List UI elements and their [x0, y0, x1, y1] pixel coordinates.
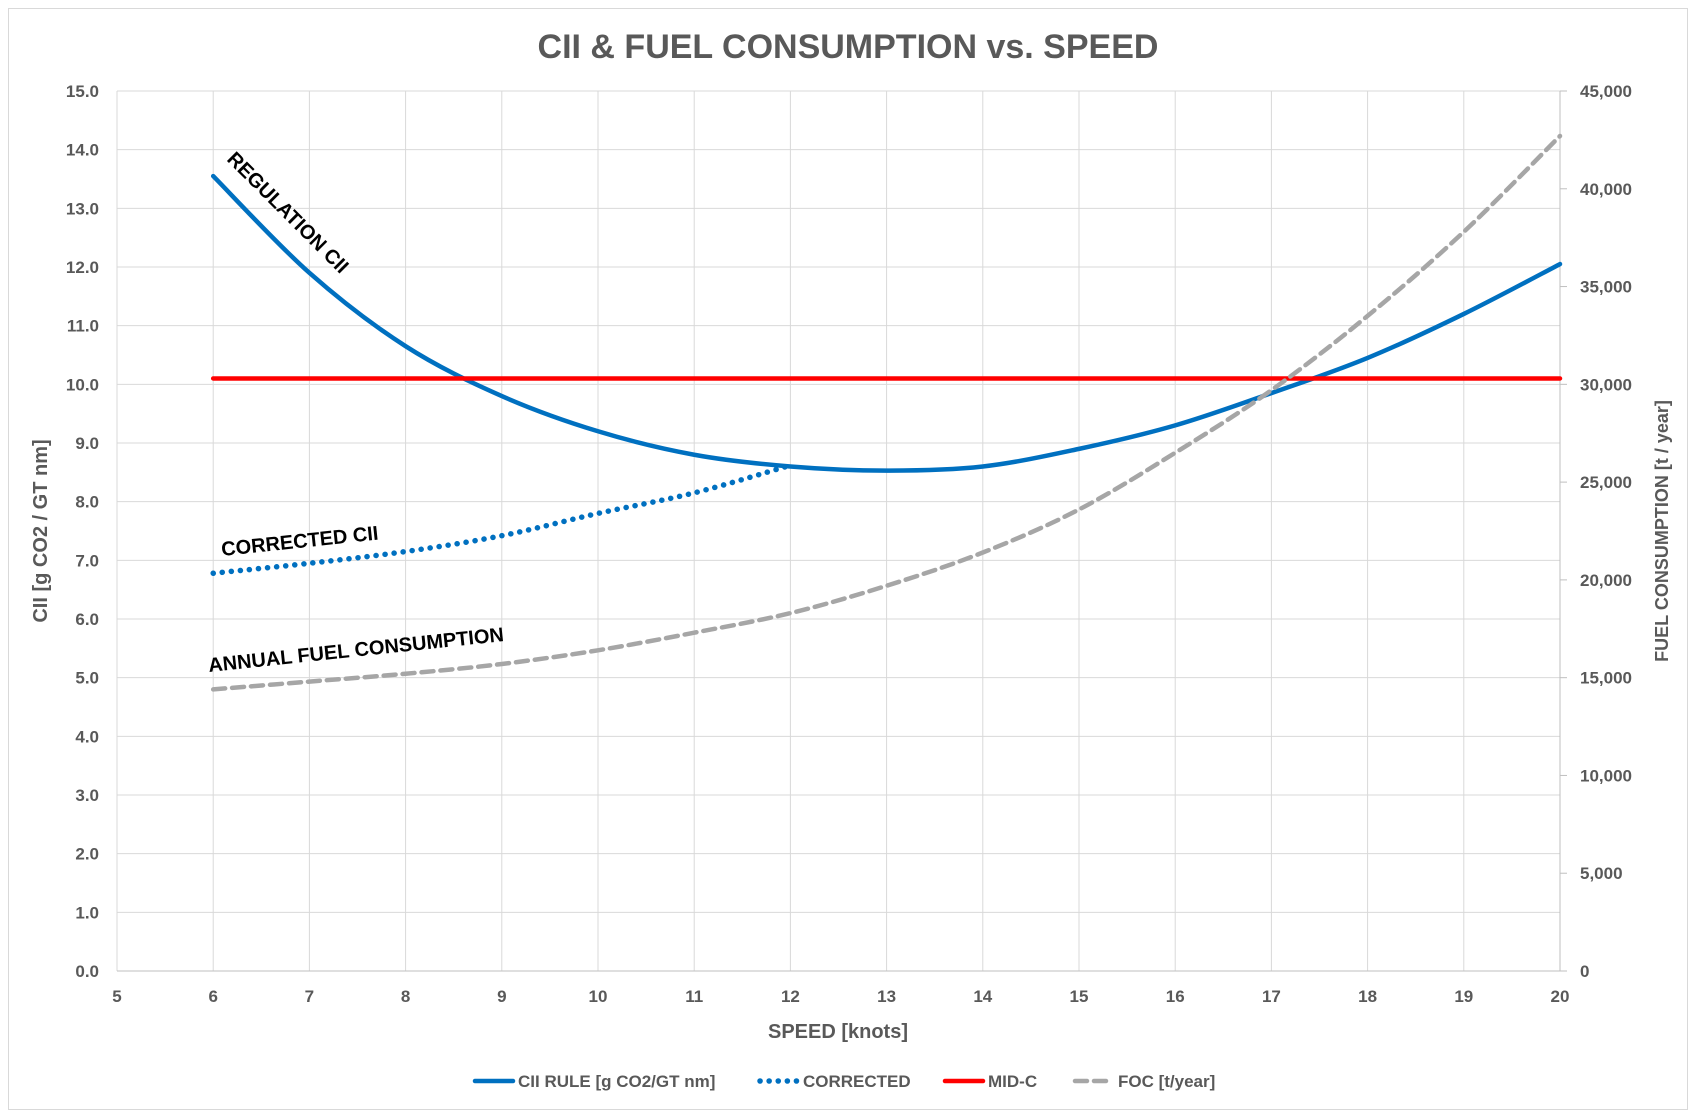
legend-label: CORRECTED — [803, 1072, 911, 1091]
y2-tick-label: 0 — [1580, 962, 1589, 981]
y2-tick-label: 10,000 — [1580, 766, 1632, 785]
x-tick-label: 20 — [1551, 987, 1570, 1006]
y-tick-label: 4.0 — [75, 727, 99, 746]
x-tick-label: 11 — [685, 987, 703, 1006]
x-tick-label: 7 — [305, 987, 314, 1006]
y-tick-label: 0.0 — [75, 962, 99, 981]
y-tick-label: 13.0 — [66, 199, 99, 218]
y2-tick-label: 40,000 — [1580, 180, 1632, 199]
y2-axis-label: FUEL CONSUMPTION [t / year] — [1652, 400, 1672, 662]
y-tick-label: 9.0 — [75, 434, 99, 453]
y-tick-label: 7.0 — [75, 551, 99, 570]
y2-tick-label: 45,000 — [1580, 82, 1632, 101]
y-tick-label: 8.0 — [75, 493, 99, 512]
x-tick-label: 13 — [877, 987, 896, 1006]
chart-title: CII & FUEL CONSUMPTION vs. SPEED — [538, 28, 1159, 66]
y-tick-label: 1.0 — [75, 903, 99, 922]
annotation-regulation-cii: REGULATION CII — [222, 148, 352, 278]
x-tick-label: 18 — [1358, 987, 1377, 1006]
x-tick-label: 9 — [497, 987, 506, 1006]
chart-area — [8, 8, 1688, 1110]
y2-tick-label: 20,000 — [1580, 571, 1632, 590]
legend: CII RULE [g CO2/GT nm] CORRECTED MID-C FOC … — [472, 1072, 1215, 1091]
y2-tick-label: 15,000 — [1580, 669, 1632, 688]
y2-tick-label: 35,000 — [1580, 278, 1632, 297]
y-tick-label: 2.0 — [75, 845, 99, 864]
x-tick-label: 14 — [973, 987, 992, 1006]
x-tick-label: 15 — [1070, 987, 1089, 1006]
x-tick-label: 8 — [401, 987, 410, 1006]
y-tick-label: 12.0 — [66, 258, 99, 277]
legend-label: FOC [t/year] — [1118, 1072, 1215, 1091]
y2-tick-label: 30,000 — [1580, 375, 1632, 394]
y2-tick-label: 5,000 — [1580, 864, 1623, 883]
x-tick-label: 10 — [589, 987, 608, 1006]
x-tick-label: 12 — [781, 987, 800, 1006]
x-axis-label: SPEED [knots] — [768, 1021, 908, 1043]
series-corrected-line — [210, 462, 794, 576]
x-tick-label: 5 — [112, 987, 121, 1006]
y-tick-label: 11.0 — [67, 317, 99, 336]
y-tick-label: 5.0 — [75, 669, 99, 688]
y-tick-label: 15.0 — [66, 82, 99, 101]
legend-label: CII RULE [g CO2/GT nm] — [518, 1072, 715, 1091]
x-tick-label: 16 — [1166, 987, 1185, 1006]
y-axis-label: CII [g CO2 / GT nm] — [30, 439, 52, 622]
y2-tick-label: 25,000 — [1580, 473, 1632, 492]
y-tick-label: 3.0 — [75, 786, 99, 805]
y-tick-label: 6.0 — [75, 610, 99, 629]
x-tick-label: 6 — [208, 987, 217, 1006]
legend-label: MID-C — [988, 1072, 1037, 1091]
y-tick-label: 14.0 — [66, 141, 99, 160]
y-tick-label: 10.0 — [66, 375, 99, 394]
x-tick-label: 17 — [1262, 987, 1281, 1006]
series-foc-line — [210, 133, 1563, 692]
annotation-corrected-cii: CORRECTED CII — [220, 523, 379, 561]
x-tick-label: 19 — [1454, 987, 1473, 1006]
series-cii-line — [210, 173, 1563, 473]
